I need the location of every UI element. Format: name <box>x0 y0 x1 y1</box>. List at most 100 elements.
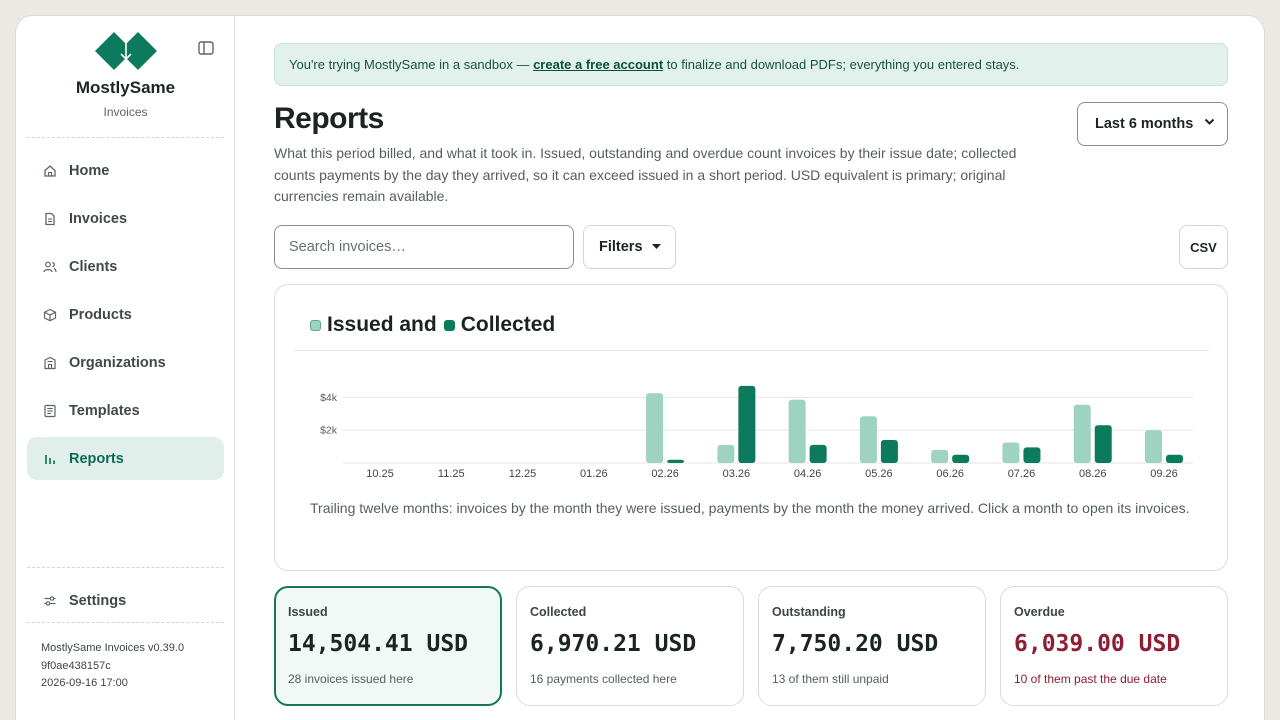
brand-name: MostlySame <box>75 78 176 97</box>
stat-card-overdue[interactable]: Overdue 6,039.00 USD 10 of them past the… <box>1000 586 1228 706</box>
bar-collected[interactable] <box>809 444 827 463</box>
banner-text-before: You're trying MostlySame in a sandbox — <box>289 57 534 72</box>
page-title: Reports <box>274 102 384 135</box>
sidebar-item-products[interactable]: Products <box>27 293 224 336</box>
sidebar-item-organizations[interactable]: Organizations <box>27 341 224 384</box>
settings-label: Settings <box>69 592 127 609</box>
stat-value: 6,039.00 USD <box>1014 631 1181 657</box>
stat-note: 10 of them past the due date <box>1014 672 1167 686</box>
create-account-link[interactable]: create a free account <box>533 57 664 72</box>
banner-text-after: to finalize and download PDFs; everythin… <box>663 57 1020 72</box>
bar-collected[interactable] <box>1094 425 1112 463</box>
bar-issued[interactable] <box>859 416 877 463</box>
sidebar-item-label: Templates <box>69 402 140 419</box>
stat-note: 13 of them still unpaid <box>772 672 889 686</box>
box-icon <box>43 308 57 322</box>
sidebar-item-label: Reports <box>69 450 124 467</box>
bar-collected[interactable] <box>1023 447 1041 463</box>
x-tick-label: 06.26 <box>936 468 964 480</box>
bar-collected[interactable] <box>880 440 898 463</box>
sidebar-nav: Home Invoices Clients Products <box>27 149 224 485</box>
x-tick-label: 09.26 <box>1150 468 1178 480</box>
sidebar-item-label: Home <box>69 162 110 179</box>
sliders-icon <box>43 594 57 608</box>
stat-note: 16 payments collected here <box>530 672 677 686</box>
app-window: MostlySame Invoices Home Invoices Clien <box>15 15 1265 720</box>
stat-label: Collected <box>530 605 587 619</box>
stat-note: 28 invoices issued here <box>288 672 414 686</box>
x-tick-label: 11.25 <box>438 468 465 480</box>
sidebar-collapse-button[interactable] <box>196 39 216 57</box>
chart-card: Issued and Collected $2k $4k 10.25 11.25 12.… <box>274 284 1228 571</box>
stat-card-collected[interactable]: Collected 6,970.21 USD 16 payments colle… <box>516 586 744 706</box>
stat-value: 7,750.20 USD <box>772 631 939 657</box>
search-input[interactable] <box>274 225 574 269</box>
chart-title: Issued and Collected <box>310 313 555 337</box>
x-tick-label: 01.26 <box>580 468 608 480</box>
x-tick-label: 02.26 <box>651 468 679 480</box>
version-info: MostlySame Invoices v0.39.0 9f0ae438157c… <box>41 640 184 693</box>
stat-value: 6,970.21 USD <box>530 631 697 657</box>
sidebar-item-reports[interactable]: Reports <box>27 437 224 480</box>
users-icon <box>43 260 57 274</box>
sidebar-item-home[interactable]: Home <box>27 149 224 192</box>
sidebar-item-templates[interactable]: Templates <box>27 389 224 432</box>
csv-export-button[interactable]: CSV <box>1179 225 1228 269</box>
version-date: 2026-09-16 17:00 <box>41 677 128 689</box>
chart-title-part-1: Issued and <box>327 313 437 336</box>
filters-button[interactable]: Filters <box>583 225 676 269</box>
sidebar-item-invoices[interactable]: Invoices <box>27 197 224 240</box>
chart-divider <box>294 350 1209 351</box>
stat-label: Overdue <box>1014 605 1065 619</box>
sidebar-item-label: Organizations <box>69 354 166 371</box>
x-tick-label: 04.26 <box>794 468 822 480</box>
sidebar-item-label: Products <box>69 306 132 323</box>
building-icon <box>43 356 57 370</box>
sandbox-banner: You're trying MostlySame in a sandbox — … <box>274 43 1228 86</box>
brand-logo-icon <box>95 32 157 70</box>
template-icon <box>43 404 57 418</box>
x-tick-label: 03.26 <box>723 468 751 480</box>
bar-issued[interactable] <box>1145 430 1162 463</box>
sidebar-item-clients[interactable]: Clients <box>27 245 224 288</box>
stat-card-issued[interactable]: Issued 14,504.41 USD 28 invoices issued … <box>274 586 502 706</box>
bar-issued[interactable] <box>1073 404 1091 463</box>
bar-collected[interactable] <box>952 454 970 463</box>
stat-value: 14,504.41 USD <box>288 631 469 657</box>
y-tick-label: $2k <box>320 425 338 437</box>
document-icon <box>43 212 57 226</box>
sidebar-divider <box>27 622 224 623</box>
bar-collected[interactable] <box>667 459 685 463</box>
bar-issued[interactable] <box>931 449 949 463</box>
bar-collected[interactable] <box>1166 454 1183 463</box>
bar-issued[interactable] <box>788 399 806 463</box>
bar-chart-icon <box>43 452 57 466</box>
stat-label: Outstanding <box>772 605 846 619</box>
csv-label: CSV <box>1190 239 1217 255</box>
sidebar-item-label: Invoices <box>69 210 128 227</box>
caret-down-icon <box>651 244 661 249</box>
legend-swatch-collected <box>443 319 455 331</box>
stat-label: Issued <box>288 605 328 619</box>
bar-collected[interactable] <box>738 385 756 463</box>
stat-card-outstanding[interactable]: Outstanding 7,750.20 USD 13 of them stil… <box>758 586 986 706</box>
sidebar-divider <box>27 567 224 568</box>
x-tick-label: 10.25 <box>366 468 394 480</box>
page-description: What this period billed, and what it too… <box>274 145 1017 204</box>
bar-issued[interactable] <box>1002 442 1020 463</box>
sidebar-item-settings[interactable]: Settings <box>27 579 224 622</box>
legend-swatch-issued <box>310 319 321 331</box>
sidebar-divider <box>27 137 224 138</box>
sidebar-item-label: Clients <box>69 258 118 275</box>
bar-issued[interactable] <box>646 393 664 463</box>
brand-subtitle: Invoices <box>103 105 148 119</box>
x-tick-label: 12.25 <box>509 468 537 480</box>
version-commit: 9f0ae438157c <box>41 659 111 672</box>
settings-section: Settings <box>27 579 224 627</box>
version-name: MostlySame Invoices v0.39.0 <box>41 642 185 654</box>
x-tick-label: 08.26 <box>1079 468 1107 480</box>
filters-label: Filters <box>599 239 643 255</box>
period-select[interactable]: Last 6 months <box>1077 102 1228 146</box>
sidebar-toggle-icon <box>198 41 214 55</box>
bar-issued[interactable] <box>717 444 735 463</box>
